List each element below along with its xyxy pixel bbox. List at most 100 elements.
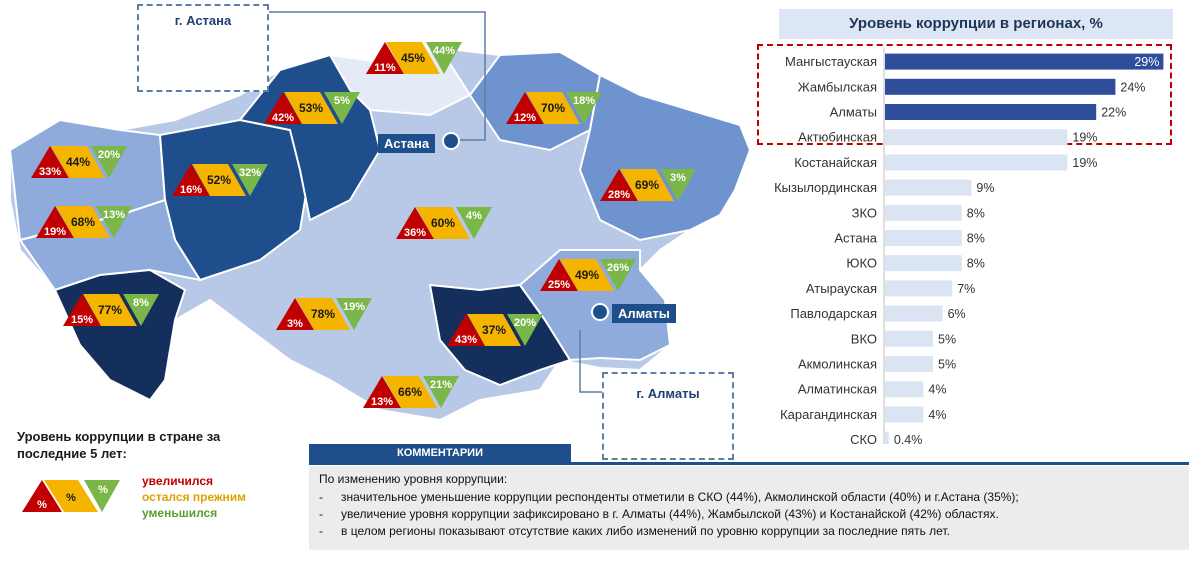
badge-increased-triangle <box>540 259 578 291</box>
comment-item: - в целом регионы показывают отсутствие к… <box>319 524 950 538</box>
badge-increased-value: 15% <box>71 314 93 326</box>
bar-value-label: 5% <box>938 358 956 372</box>
bar <box>885 406 924 423</box>
category-label: ЮКО <box>846 256 877 271</box>
bar <box>885 381 924 398</box>
badge-increased-value: 42% <box>272 112 294 124</box>
legend-red-triangle <box>22 480 62 512</box>
badge-unchanged-value: 77% <box>98 303 122 317</box>
badge-unchanged-parallelogram <box>83 294 137 326</box>
badge-decreased-value: 18% <box>573 95 595 107</box>
badge-increased-triangle <box>600 169 638 201</box>
comment-bullet: - <box>319 490 323 504</box>
bar-value-label: 9% <box>976 181 994 195</box>
badge-decreased-value: 20% <box>514 317 536 329</box>
comment-item: - значительное уменьшение коррупции респо… <box>319 490 1019 504</box>
badge-unchanged-value: 66% <box>398 385 422 399</box>
legend-yellow-parallelogram <box>44 480 98 512</box>
badge-increased-value: 43% <box>455 334 477 346</box>
badge-decreased-triangle <box>336 298 372 330</box>
bar-value-label: 22% <box>1101 106 1126 120</box>
badge-increased-value: 19% <box>44 226 66 238</box>
category-label: Акмолинская <box>798 357 877 372</box>
kazakhstan-region-map: 5%60%35%11%45%44%42%53%5%12%70%18%33%44%… <box>8 11 752 430</box>
category-label: Кызылординская <box>774 180 877 195</box>
region-badge-aktobe: 19% 68% 13% <box>36 206 132 238</box>
comment-bullet: - <box>319 524 323 538</box>
legend-decreased: уменьшился <box>142 506 218 520</box>
badge-unchanged-parallelogram <box>296 298 350 330</box>
legend-title: Уровень коррупции в стране за последние … <box>17 429 221 461</box>
badge-decreased-triangle <box>566 92 602 124</box>
badge-decreased-triangle <box>91 146 127 178</box>
badge-unchanged-value: 49% <box>575 268 599 282</box>
comments-box: По изменению уровня коррупции: - значител… <box>309 466 1189 550</box>
region-badge-pavlodar: 12% 70% 18% <box>506 92 602 124</box>
region-badge-north-kz: 11% 45% 44% <box>366 42 462 74</box>
bar-value-label: 19% <box>1072 131 1097 145</box>
badge-unchanged-parallelogram <box>56 206 110 238</box>
badge-increased-triangle <box>264 92 302 124</box>
category-label: СКО <box>850 432 877 444</box>
badge-unchanged-value: 60% <box>431 216 455 230</box>
badge-decreased-triangle <box>507 314 543 346</box>
category-label: Мангыстауская <box>785 54 877 69</box>
badge-decreased-value: 20% <box>98 149 120 161</box>
bar-value-label: 8% <box>967 257 985 271</box>
region-badge-mangystau: 15% 77% 8% <box>63 294 159 326</box>
badge-decreased-value: 44% <box>433 45 455 57</box>
badge-unchanged-parallelogram <box>284 92 338 124</box>
almaty-callout: г. Алматы <box>602 372 734 460</box>
badge-decreased-value: 4% <box>466 210 482 222</box>
bar <box>885 431 889 444</box>
corruption-bar-chart: Мангыстауская 29% Жамбылская 24% Алматы 22% Ак… <box>774 47 1164 444</box>
category-label: Жамбылская <box>798 79 877 94</box>
region-badge-akmola: 42% 53% 5% <box>264 92 360 124</box>
bar <box>885 154 1068 171</box>
bar <box>885 179 972 196</box>
region-badge-karaganda: 36% 60% 4% <box>396 207 492 239</box>
badge-decreased-value: 13% <box>103 209 125 221</box>
badge-increased-value: 28% <box>608 189 630 201</box>
badge-decreased-triangle <box>96 206 132 238</box>
bar-value-label: 29% <box>1134 55 1159 69</box>
badge-unchanged-parallelogram <box>386 42 440 74</box>
bar-value-label: 4% <box>928 408 946 422</box>
comments-heading: По изменению уровня коррупции: <box>319 472 508 486</box>
legend-unchanged: остался прежним <box>142 490 246 504</box>
badge-increased-triangle <box>172 164 210 196</box>
almaty-callout-title: г. Алматы <box>636 386 700 401</box>
badge-increased-value: 11% <box>374 62 396 74</box>
legend-increased: увеличился <box>142 474 214 488</box>
bar <box>885 204 962 221</box>
astana-callout: г. Астана <box>137 4 269 92</box>
almaty-marker <box>591 303 609 321</box>
badge-increased-triangle <box>363 376 401 408</box>
bar-value-label: 6% <box>948 307 966 321</box>
region-badge-west-kz: 33% 44% 20% <box>31 146 127 178</box>
bar-value-label: 7% <box>957 282 975 296</box>
badge-decreased-value: 3% <box>670 172 686 184</box>
badge-unchanged-parallelogram <box>192 164 246 196</box>
comment-text: увеличение уровня коррупции зафиксирован… <box>341 507 999 521</box>
badge-increased-triangle <box>36 206 74 238</box>
chart-title: Уровень коррупции в регионах, % <box>779 9 1173 39</box>
region-badge-south-kz: 13% 66% 21% <box>363 376 459 408</box>
badge-decreased-value: 32% <box>239 167 261 179</box>
comment-bullet: - <box>319 507 323 521</box>
comments-tab: КОММЕНТАРИИ <box>309 444 571 462</box>
bar <box>885 104 1097 120</box>
badge-increased-triangle <box>366 42 404 74</box>
badge-decreased-value: 26% <box>607 262 629 274</box>
almaty-city-label: Алматы <box>612 304 676 323</box>
badge-unchanged-value: 70% <box>541 101 565 115</box>
bar <box>885 330 933 347</box>
badge-increased-value: 13% <box>371 396 393 408</box>
region-badge-east-kz: 28% 69% 3% <box>600 169 696 201</box>
badge-increased-value: 25% <box>548 279 570 291</box>
badge-increased-triangle <box>506 92 544 124</box>
region-badge-kyzylorda: 3% 78% 19% <box>276 298 372 330</box>
comment-item: - увеличение уровня коррупции зафиксирова… <box>319 507 999 521</box>
category-label: Астана <box>834 231 877 246</box>
bar <box>885 356 933 372</box>
